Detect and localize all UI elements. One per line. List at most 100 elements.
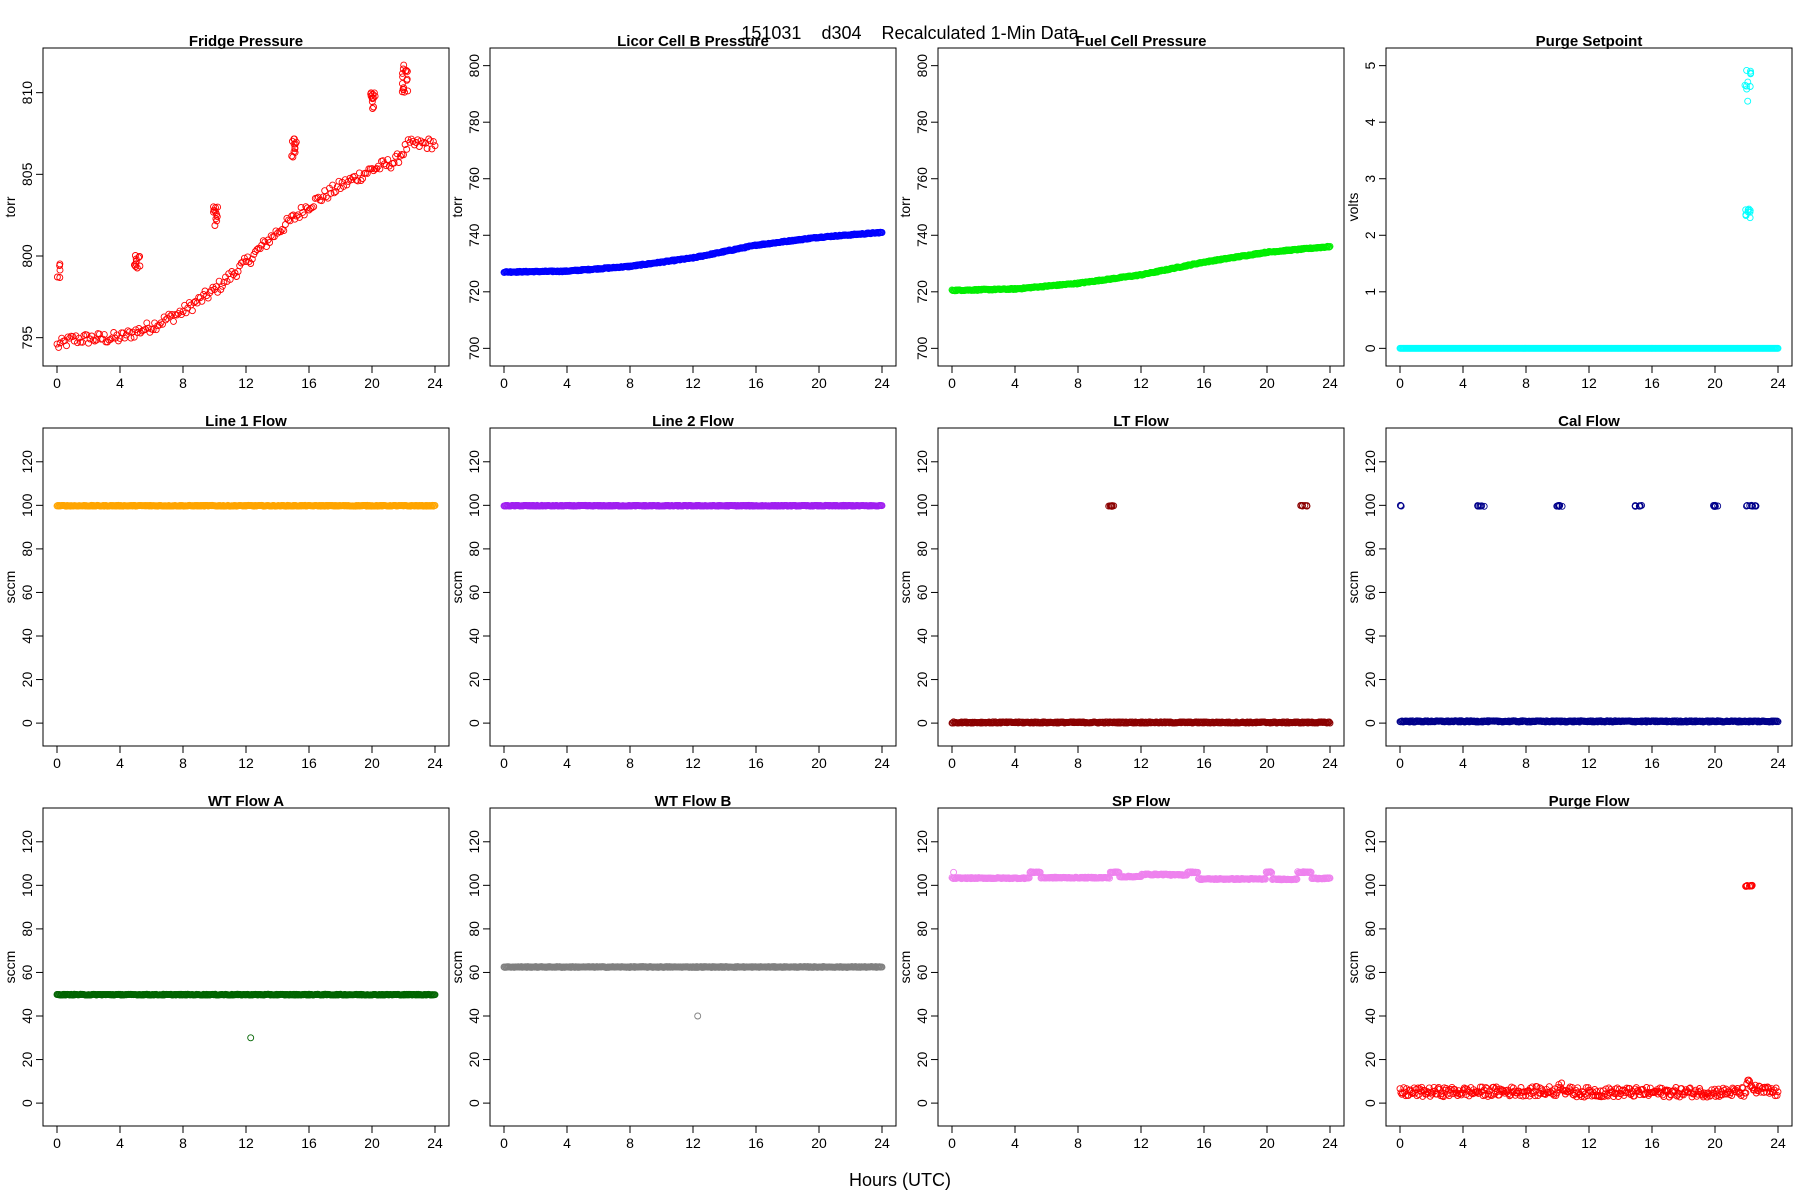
- data-point: [431, 502, 439, 509]
- data-point: [1675, 344, 1683, 352]
- data-point: [868, 502, 876, 510]
- y-tick-label: 60: [19, 964, 35, 980]
- data-point: [687, 502, 695, 510]
- data-point: [1458, 717, 1466, 725]
- data-point: [613, 963, 621, 971]
- data-point: [342, 501, 350, 509]
- data-point: [1558, 717, 1566, 725]
- data-point: [281, 990, 289, 998]
- data-point: [1636, 344, 1644, 352]
- data-point: [1532, 717, 1540, 725]
- data-point: [521, 267, 528, 275]
- data-point: [1179, 263, 1187, 271]
- data-point: [646, 502, 654, 509]
- data-point: [1576, 717, 1584, 725]
- data-point: [1317, 718, 1325, 726]
- data-point: [1416, 717, 1424, 725]
- data-point: [773, 502, 780, 510]
- data-point: [212, 204, 219, 212]
- data-point: [1176, 718, 1184, 726]
- data-point: [137, 991, 144, 999]
- data-point: [1098, 277, 1106, 285]
- data-point: [206, 991, 214, 999]
- data-point: [948, 719, 956, 727]
- data-point: [800, 963, 808, 971]
- data-point: [1584, 717, 1592, 725]
- data-point: [260, 502, 268, 510]
- data-point: [567, 267, 575, 275]
- data-point: [362, 169, 370, 177]
- data-point: [1709, 344, 1717, 352]
- y-tick-label: 60: [19, 584, 35, 600]
- data-point: [1739, 344, 1747, 352]
- data-point: [1093, 277, 1101, 285]
- data-point: [1405, 344, 1413, 352]
- data-point: [1695, 717, 1703, 725]
- data-point: [1046, 718, 1054, 726]
- data-point: [598, 502, 606, 510]
- data-point: [649, 502, 657, 509]
- data-point: [1303, 244, 1311, 252]
- data-point: [116, 334, 124, 342]
- data-point: [592, 502, 600, 510]
- data-point: [639, 963, 647, 971]
- data-point: [820, 233, 828, 241]
- data-point: [561, 267, 569, 275]
- data-point: [1502, 344, 1509, 352]
- data-point: [63, 991, 70, 998]
- data-point: [1095, 277, 1102, 285]
- data-point: [643, 502, 650, 510]
- data-point: [836, 502, 843, 510]
- data-point: [512, 268, 520, 276]
- data-point: [81, 502, 89, 510]
- data-point: [1721, 718, 1728, 726]
- data-point: [746, 963, 754, 971]
- data-point: [506, 268, 514, 276]
- data-point: [1689, 344, 1697, 352]
- data-point: [833, 502, 841, 510]
- data-point: [203, 292, 211, 300]
- data-point: [409, 990, 417, 998]
- data-point: [825, 232, 833, 240]
- data-point: [368, 94, 376, 102]
- data-point: [1613, 718, 1621, 725]
- data-point: [801, 963, 809, 971]
- data-point: [1727, 717, 1735, 725]
- data-point: [1023, 284, 1031, 292]
- data-point: [1116, 274, 1124, 282]
- y-axis-label: sccm: [2, 571, 18, 604]
- data-point: [817, 234, 825, 241]
- data-point: [1172, 718, 1180, 726]
- data-point: [1214, 256, 1222, 264]
- data-point: [296, 213, 303, 221]
- data-point: [832, 232, 839, 239]
- data-point: [111, 334, 119, 342]
- data-point: [159, 990, 167, 998]
- data-point: [1058, 281, 1065, 289]
- data-point: [242, 258, 250, 265]
- data-point: [212, 502, 220, 510]
- x-tick-label: 12: [238, 1135, 254, 1151]
- data-point: [855, 230, 863, 238]
- data-point: [1642, 344, 1650, 352]
- data-point: [135, 253, 143, 261]
- data-point: [150, 991, 158, 999]
- data-point: [1258, 718, 1265, 726]
- data-point: [750, 502, 758, 510]
- data-point: [117, 991, 125, 999]
- data-point: [598, 265, 606, 273]
- data-point: [1045, 719, 1053, 727]
- data-point: [576, 502, 584, 510]
- data-point: [1754, 717, 1762, 725]
- data-point: [292, 502, 300, 510]
- data-point: [1067, 718, 1075, 726]
- data-point: [381, 502, 389, 510]
- data-point: [527, 502, 535, 510]
- data-point: [123, 502, 131, 510]
- data-point: [1502, 718, 1510, 725]
- data-point: [1531, 344, 1539, 352]
- data-point: [1639, 344, 1647, 352]
- data-point: [562, 502, 570, 510]
- data-point: [745, 963, 753, 971]
- data-point: [290, 502, 298, 510]
